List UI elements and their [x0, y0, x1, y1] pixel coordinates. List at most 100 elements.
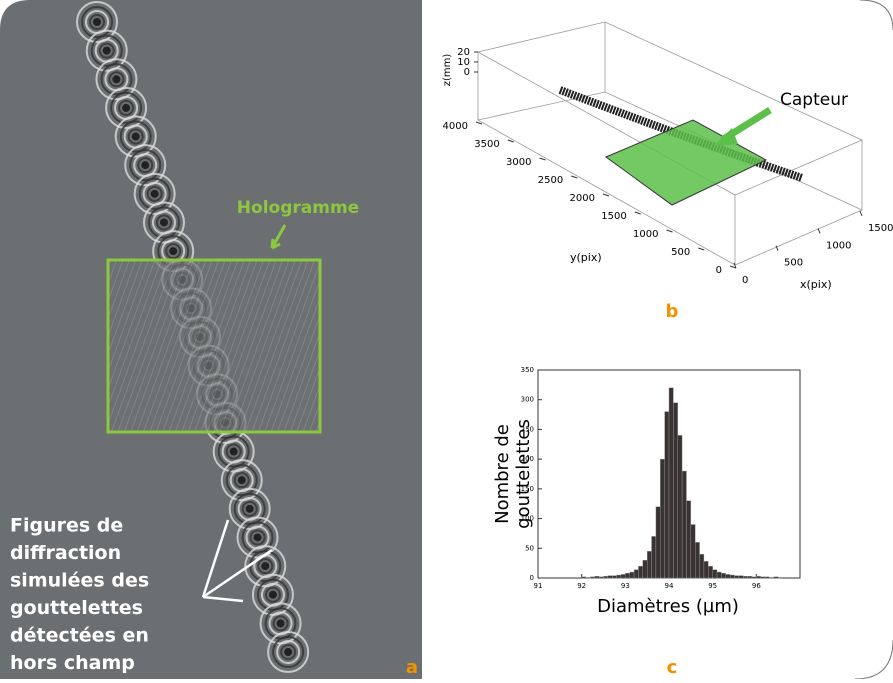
y-tick-label: 1500 — [601, 211, 626, 222]
z-axis-label: z(mm) — [442, 54, 453, 87]
bar — [765, 577, 769, 578]
bar — [669, 388, 673, 578]
tick-mark — [603, 194, 609, 196]
tick-mark — [635, 212, 641, 214]
bar — [726, 574, 730, 578]
ring-core — [238, 476, 246, 484]
bar — [638, 566, 642, 578]
bar — [621, 574, 625, 578]
bar — [617, 575, 621, 578]
ring-core — [103, 47, 111, 55]
hologram-label: Hologramme — [237, 198, 359, 218]
ring-core — [269, 591, 277, 599]
z-tick-label: 10 — [457, 57, 470, 68]
sensor-label: Capteur — [780, 90, 848, 110]
x-tick-label: 95 — [708, 582, 717, 590]
bar — [700, 554, 704, 578]
bar — [682, 471, 686, 578]
ring-core — [169, 247, 177, 255]
bar — [652, 536, 656, 578]
frame-corner — [855, 640, 893, 679]
y-tick-label: 4000 — [443, 121, 468, 132]
y-tick-label: 500 — [671, 247, 690, 258]
bar — [604, 576, 608, 578]
y-tick-label: 300 — [521, 396, 534, 404]
tick-mark — [540, 158, 546, 160]
ring-core — [284, 648, 292, 656]
x-axis-label: Diamètres (µm) — [597, 596, 739, 617]
tick-mark — [818, 228, 820, 233]
x-tick-label: 1500 — [868, 223, 893, 234]
bar — [735, 576, 739, 578]
bar — [590, 577, 594, 578]
y-tick-label: 100 — [521, 515, 534, 523]
bar — [761, 577, 765, 578]
y-tick-label: 3500 — [474, 139, 499, 150]
tick-mark — [667, 230, 673, 232]
bar — [686, 501, 690, 578]
bar — [665, 412, 669, 578]
x-tick-label: 500 — [784, 258, 803, 269]
bar — [656, 507, 660, 578]
bar — [625, 573, 629, 578]
ring-core — [112, 75, 120, 83]
x-tick-label: 92 — [577, 582, 586, 590]
caption-line: gouttelettes — [10, 597, 143, 619]
z-tick-label: 20 — [457, 47, 470, 58]
ring-core — [132, 133, 140, 141]
bar — [595, 576, 599, 578]
hologram-frame — [108, 260, 320, 432]
x-tick-label: 96 — [752, 582, 761, 590]
bar — [704, 561, 708, 578]
y-tick-label: 1000 — [633, 229, 658, 240]
ring-core — [93, 18, 101, 26]
x-tick-label: 0 — [742, 275, 748, 286]
tick-mark — [571, 176, 577, 178]
bar — [660, 459, 664, 578]
y-tick-label: 200 — [521, 455, 534, 463]
ring-core — [277, 619, 285, 627]
y-tick-label: 50 — [525, 544, 534, 552]
y-tick-label: 3000 — [506, 157, 531, 168]
panel-label: a — [406, 657, 418, 678]
tick-mark — [860, 211, 862, 216]
x-tick-label: 91 — [534, 582, 543, 590]
bar — [748, 576, 752, 578]
x-tick-label: 93 — [621, 582, 630, 590]
bar — [695, 542, 699, 578]
frame-corner — [860, 0, 893, 30]
y-tick-label: 2000 — [570, 193, 595, 204]
bar — [739, 576, 743, 578]
caption-line: hors champ — [10, 652, 135, 674]
y-tick-label: 250 — [521, 425, 534, 433]
bar — [643, 560, 647, 578]
z-tick-label: 0 — [464, 67, 470, 78]
bar — [717, 572, 721, 578]
bar — [730, 575, 734, 578]
bar — [752, 577, 756, 578]
bar — [713, 570, 717, 578]
bar — [634, 570, 638, 578]
tick-mark — [476, 122, 482, 124]
bar — [586, 577, 590, 578]
x-tick-label: 94 — [665, 582, 674, 590]
bar — [721, 573, 725, 578]
page: Hologramme a Capteur z(mm) y(pix) x(pix)… — [0, 0, 893, 679]
panel-label: c — [667, 657, 678, 678]
ring-core — [246, 505, 254, 513]
caption-line: diffraction — [10, 542, 121, 564]
bar — [769, 577, 773, 578]
bar — [582, 577, 586, 578]
bar — [743, 576, 747, 578]
ring-core — [160, 218, 168, 226]
y-tick-label: 350 — [521, 366, 534, 374]
bar — [708, 566, 712, 578]
figure: Hologramme a Capteur z(mm) y(pix) x(pix)… — [0, 0, 893, 679]
bar — [630, 572, 634, 578]
y-tick-label: 150 — [521, 485, 534, 493]
tick-mark — [698, 248, 704, 250]
caption-line: Figures de — [10, 515, 123, 537]
ring-core — [254, 533, 262, 541]
bar — [774, 577, 778, 578]
y-axis-label: gouttelettes — [513, 419, 534, 529]
